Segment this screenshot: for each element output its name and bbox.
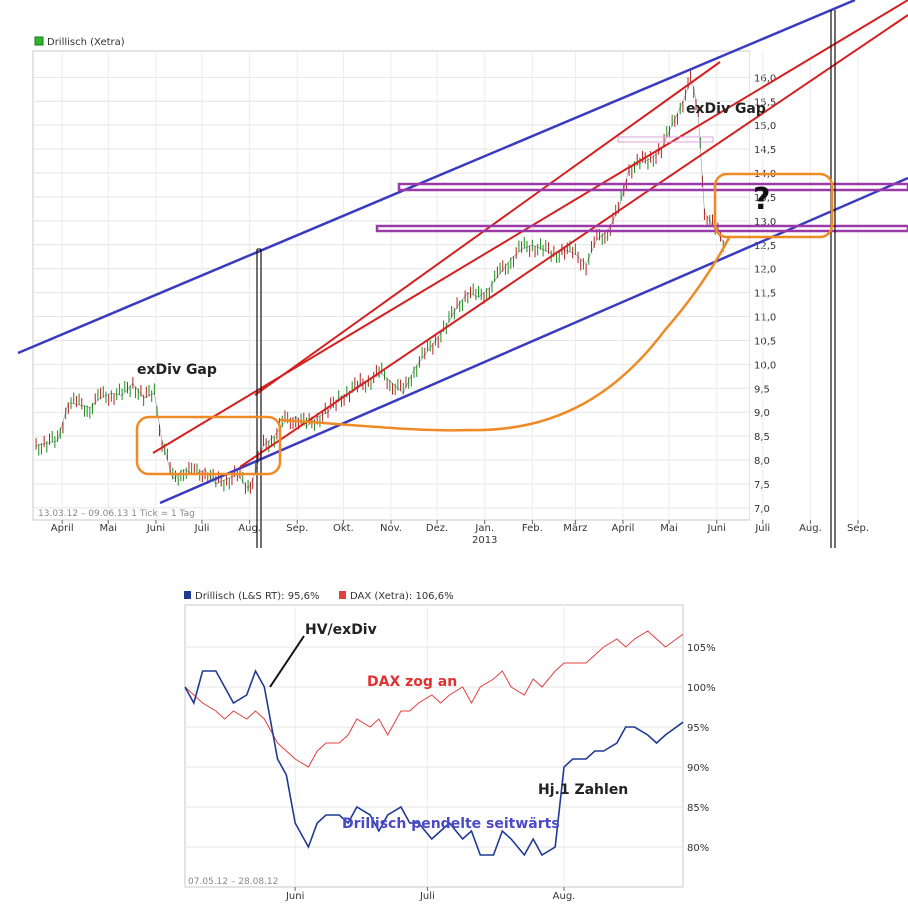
- x-tick-label: Okt.: [333, 523, 354, 534]
- y-tick-label: 7,5: [754, 480, 770, 491]
- x-tick-label: Aug.: [799, 523, 822, 534]
- purple-support-band: [375, 224, 908, 233]
- y-tick-label: 9,0: [754, 408, 770, 419]
- y-tick-label: 13,0: [754, 217, 776, 228]
- x-tick-label: Juni: [707, 523, 726, 534]
- legend-label-drillisch: Drillisch (L&S RT): 95,6%: [195, 591, 320, 602]
- blue-trendline-upper: [17, 0, 856, 355]
- y-tick-label: 15,0: [754, 121, 776, 132]
- y-tick-label: 10,0: [754, 360, 776, 371]
- x-tick-label: Mai: [100, 523, 118, 534]
- annotation-question: ?: [753, 182, 770, 217]
- x-tick-label: Aug.: [553, 891, 576, 902]
- date-range-label: 13.03.12 – 09.06.13 1 Tick = 1 Tag: [38, 509, 195, 519]
- y-tick-label: 10,5: [754, 336, 776, 347]
- x-tick-label: Juni: [146, 523, 165, 534]
- x-tick-label: Jan.: [474, 523, 494, 534]
- x-tick-label: April: [612, 523, 635, 534]
- x-tick-label: Nov.: [380, 523, 402, 534]
- x-tick-label: Sep.: [847, 523, 869, 534]
- red-channel-lower: [239, 14, 908, 468]
- y-tick-label: 8,0: [754, 456, 770, 467]
- y-tick-label: 8,5: [754, 432, 770, 443]
- date-range-label: 07.05.12 – 28.08.12: [188, 877, 278, 887]
- annotation-drillisch: Drillisch pendelte seitwärts: [342, 816, 560, 832]
- x-tick-label: Mai: [660, 523, 678, 534]
- legend-label-dax: DAX (Xetra): 106,6%: [350, 591, 454, 602]
- y-tick-label: 80%: [687, 843, 709, 854]
- y-tick-label: 9,5: [754, 384, 770, 395]
- annotation-pointer: [269, 635, 305, 688]
- future-area: [750, 51, 898, 520]
- gap-marker: [617, 136, 714, 143]
- y-tick-label: 16,0: [754, 73, 776, 84]
- legend-label: Drillisch (Xetra): [47, 37, 125, 48]
- dax-line: [184, 630, 684, 768]
- y-tick-label: 7,0: [754, 504, 770, 515]
- y-tick-label: 105%: [687, 643, 716, 654]
- y-tick-label: 14,5: [754, 145, 776, 156]
- x-tick-label: Juli: [419, 891, 435, 902]
- annotation-exdiv-2: exDiv Gap: [686, 101, 766, 117]
- y-tick-label: 13,5: [754, 193, 776, 204]
- y-tick-label: 100%: [687, 683, 716, 694]
- x-tick-label: März: [563, 523, 587, 534]
- x-tick-label: April: [51, 523, 74, 534]
- plot-area: [184, 604, 684, 888]
- purple-resistance-band: [397, 182, 908, 192]
- legend-swatch-drillisch: [184, 591, 191, 599]
- x-tick-label: Dez.: [426, 523, 448, 534]
- x-tick-label: Juli: [754, 523, 770, 534]
- y-tick-label: 12,5: [754, 241, 776, 252]
- orange-box-left: [135, 415, 282, 476]
- plot-area: [32, 50, 751, 521]
- x-tick-label: Sep.: [286, 523, 308, 534]
- x-tick-label: Feb.: [522, 523, 543, 534]
- annotation-hj1: Hj.1 Zahlen: [538, 782, 628, 798]
- annotation-hv-exdiv: HV/exDiv: [305, 622, 377, 638]
- orange-curve: [279, 235, 732, 432]
- annotation-dax: DAX zog an: [367, 674, 457, 690]
- annotation-exdiv-1: exDiv Gap: [137, 362, 217, 378]
- price-line: [36, 81, 727, 490]
- y-tick-label: 85%: [687, 803, 709, 814]
- legend-swatch: [34, 36, 44, 46]
- x-year-label: 2013: [472, 535, 497, 546]
- y-tick-label: 11,0: [754, 313, 776, 324]
- x-tick-label: Juni: [285, 891, 304, 902]
- y-tick-label: 12,0: [754, 265, 776, 276]
- y-tick-label: 15,5: [754, 97, 776, 108]
- y-tick-label: 11,5: [754, 289, 776, 300]
- y-tick-label: 90%: [687, 763, 709, 774]
- legend-swatch-dax: [339, 591, 346, 599]
- drillisch-line: [184, 669, 684, 857]
- x-tick-label: Juli: [194, 523, 210, 534]
- orange-box-right: [713, 172, 834, 239]
- drillisch-chart: 7,0 7,5 8,0 8,5 9,0 9,5 10,0 10,5 11,0 11,5 12,0 12…: [17, 0, 908, 548]
- red-channel-mid: [254, 61, 721, 396]
- y-tick-label: 95%: [687, 723, 709, 734]
- x-tick-label: Aug.: [238, 523, 261, 534]
